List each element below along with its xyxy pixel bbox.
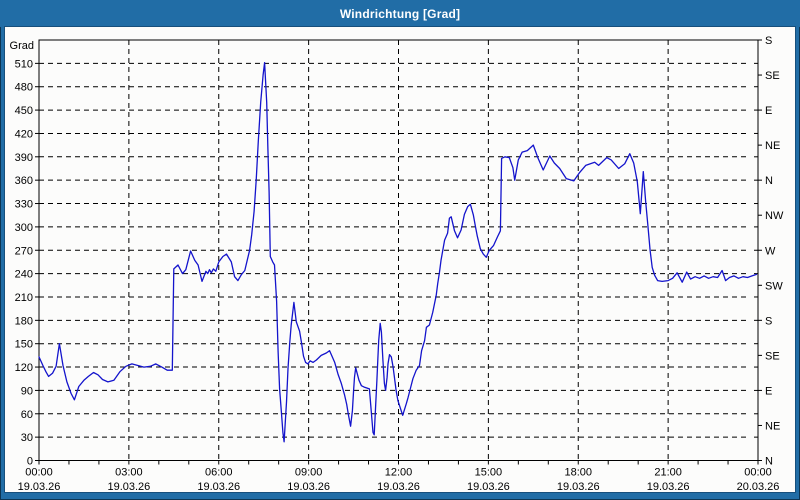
svg-text:330: 330 [15,199,33,211]
svg-text:09:00: 09:00 [295,467,323,479]
svg-text:NE: NE [765,420,780,432]
svg-text:19.03.26: 19.03.26 [557,481,600,492]
svg-text:SE: SE [765,70,780,82]
svg-text:19.03.26: 19.03.26 [107,481,150,492]
svg-text:00:00: 00:00 [744,467,772,479]
svg-text:90: 90 [21,385,33,397]
h-gridlines [39,62,750,438]
svg-text:180: 180 [15,315,33,327]
svg-text:210: 210 [15,292,33,304]
title-bar: Windrichtung [Grad] [0,0,800,27]
svg-text:E: E [765,105,772,117]
x-axis-tick-labels: 00:00 03:00 06:00 09:00 12:00 15:00 18:00 21:00… [25,467,772,479]
svg-text:NE: NE [765,140,780,152]
svg-text:19.03.26: 19.03.26 [287,481,330,492]
svg-text:19.03.26: 19.03.26 [18,481,61,492]
svg-text:120: 120 [15,362,33,374]
svg-text:19.03.26: 19.03.26 [647,481,690,492]
svg-text:SE: SE [765,350,780,362]
svg-text:06:00: 06:00 [205,467,233,479]
svg-text:390: 390 [15,152,33,164]
wind-direction-line [38,61,758,443]
compass-axis-labels: N NE E SE S SW W NW N NE E SE S [758,35,784,468]
svg-text:300: 300 [15,222,33,234]
y-axis-tick-labels: 0 30 60 90 120 150 180 210 240 270 300 330 360 390 420… [15,58,39,468]
svg-text:19.03.26: 19.03.26 [197,481,240,492]
svg-text:03:00: 03:00 [115,467,143,479]
svg-text:N: N [765,175,773,187]
svg-text:15:00: 15:00 [475,467,503,479]
x-axis-minor-ticks [38,460,759,465]
svg-text:19.03.26: 19.03.26 [377,481,420,492]
right-axis-inner-ticks [754,62,758,438]
svg-text:00:00: 00:00 [25,467,53,479]
svg-text:60: 60 [21,409,33,421]
svg-text:30: 30 [21,432,33,444]
svg-text:0: 0 [27,456,33,468]
svg-text:12:00: 12:00 [385,467,413,479]
x-axis-date-labels: 19.03.26 19.03.26 19.03.26 19.03.26 19.03.26… [18,481,780,493]
wind-direction-chart: 0 30 60 90 120 150 180 210 240 270 300 330 360 390 420… [10,35,784,493]
y-axis-unit-label: Grad [10,40,34,52]
svg-text:N: N [765,456,773,468]
svg-text:SW: SW [765,280,783,292]
svg-text:450: 450 [15,105,33,117]
svg-text:240: 240 [15,269,33,281]
svg-text:NW: NW [765,210,784,222]
svg-text:19.03.26: 19.03.26 [467,481,510,492]
svg-text:E: E [765,385,772,397]
svg-text:420: 420 [15,128,33,140]
svg-text:480: 480 [15,82,33,94]
svg-text:18:00: 18:00 [564,467,592,479]
svg-text:150: 150 [15,339,33,351]
v-gridlines [128,40,669,461]
svg-text:360: 360 [15,175,33,187]
svg-text:21:00: 21:00 [654,467,682,479]
window-title: Windrichtung [Grad] [339,6,461,21]
svg-text:S: S [765,35,772,47]
chart-panel: 0 30 60 90 120 150 180 210 240 270 300 330 360 390 420… [5,27,795,493]
svg-text:W: W [765,245,776,257]
svg-text:20.03.26: 20.03.26 [737,481,780,492]
svg-text:270: 270 [15,245,33,257]
svg-text:510: 510 [15,58,33,70]
svg-text:S: S [765,315,772,327]
